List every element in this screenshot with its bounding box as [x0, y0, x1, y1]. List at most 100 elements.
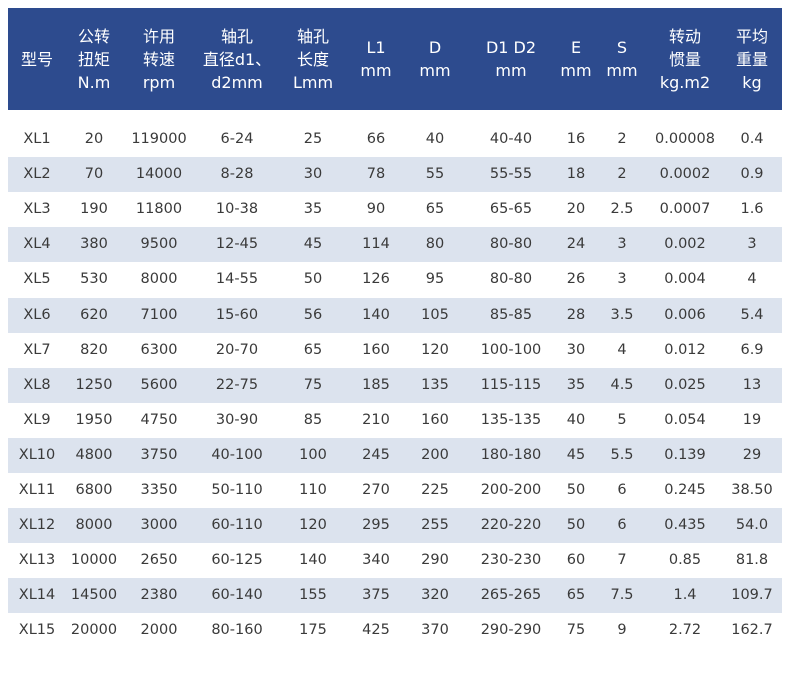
table-cell: 3.5 [610, 306, 634, 323]
table-cell: XL11 [18, 482, 56, 498]
header-text: 重量 [735, 49, 768, 69]
header-cell: 型号 [8, 8, 66, 110]
table-cell: 295 [362, 517, 390, 534]
table-cell: 50-110 [211, 482, 263, 498]
header-text: 平均 [735, 26, 768, 46]
header-text: 扭矩 [77, 49, 110, 69]
table-cell: 65 [303, 341, 323, 358]
table-cell: 20000 [70, 622, 118, 639]
table-cell: 66 [366, 131, 386, 147]
header-text: 公转 [77, 26, 110, 46]
table-cell: 370 [421, 622, 449, 639]
table-cell: 2000 [140, 622, 178, 639]
header-cell: 许用 转速 rpm [122, 8, 196, 110]
table-cell: 2 [617, 131, 627, 147]
header-cell: L1 mm [348, 8, 404, 110]
table-cell: 5 [617, 411, 627, 428]
table-cell: 56 [303, 306, 323, 323]
table-cell: 1.6 [740, 201, 764, 218]
table-cell: 220-220 [480, 517, 542, 534]
table-cell: 80-80 [489, 236, 533, 253]
table-cell: 8000 [140, 271, 178, 288]
table-cell: 80 [425, 236, 445, 253]
table-cell: 20 [84, 131, 104, 147]
table-cell: 30-90 [215, 411, 259, 428]
table-cell: 265-265 [480, 587, 542, 604]
table-cell: 8-28 [220, 166, 254, 183]
table-cell: 119000 [131, 131, 187, 147]
table-cell: 4800 [75, 446, 113, 463]
table-cell: 60-125 [211, 552, 263, 569]
table-cell: 5600 [140, 376, 178, 393]
table-cell: 2.5 [610, 201, 634, 218]
table-row: XL12 8000 3000 60-110 120 295 255 220-220 50 6 0.4… [8, 508, 782, 544]
header-text: E [570, 38, 582, 57]
table-cell: 7.5 [610, 587, 634, 604]
table-cell: XL10 [18, 446, 56, 463]
table-cell: 160 [421, 411, 449, 428]
header-text: mm [419, 61, 451, 80]
table-cell: 109.7 [731, 587, 773, 604]
table-cell: 13 [742, 376, 762, 393]
table-cell: 100 [299, 446, 327, 463]
table-row: XL5 530 8000 14-55 50 126 95 80-80 26 3 0.004 4 [8, 262, 782, 297]
table-cell: 29 [742, 446, 762, 463]
table-cell: 90 [366, 201, 386, 218]
table-cell: 75 [303, 376, 323, 393]
table-cell: 3000 [140, 517, 178, 534]
table-cell: 160 [362, 341, 390, 358]
table-cell: 140 [362, 306, 390, 323]
table-cell: 320 [421, 587, 449, 604]
header-text: 转动 [668, 26, 701, 46]
table-cell: 30 [566, 341, 586, 358]
table-cell: 0.002 [664, 236, 706, 253]
table-row: XL11 6800 3350 50-110 110 270 225 200-200 50 6 0.2… [8, 473, 782, 508]
table-cell: 6300 [140, 341, 178, 358]
table-row: XL13 10000 2650 60-125 140 340 290 230-230 60 7 0.… [8, 543, 782, 578]
table-cell: XL15 [18, 622, 56, 639]
table-cell: 290-290 [480, 622, 542, 639]
table-cell: XL4 [23, 236, 51, 253]
table-cell: 270 [362, 482, 390, 498]
table-cell: 75 [566, 622, 586, 639]
table-cell: 1250 [75, 376, 113, 393]
table-cell: 4750 [140, 411, 178, 428]
table-cell: 5.5 [610, 446, 634, 463]
table-cell: 245 [362, 446, 390, 463]
table-row: XL10 4800 3750 40-100 100 245 200 180-180 45 5.5 0… [8, 437, 782, 473]
table-cell: 2380 [140, 587, 178, 604]
table-cell: 0.435 [664, 517, 706, 534]
table-cell: 7 [617, 552, 627, 569]
table-cell: 45 [566, 446, 586, 463]
table-cell: 10-38 [215, 201, 259, 218]
header-text: d2mm [211, 72, 263, 92]
table-cell: 30 [303, 166, 323, 183]
table-cell: 24 [566, 236, 586, 253]
table-cell: XL7 [23, 341, 51, 358]
table-cell: 820 [80, 341, 108, 358]
header-text: S [616, 38, 628, 57]
table-cell: 14-55 [215, 271, 259, 288]
table-cell: 50 [303, 271, 323, 288]
table-cell: 10000 [70, 552, 118, 569]
table-cell: 380 [80, 236, 108, 253]
table-cell: 50 [566, 482, 586, 498]
table-row: XL9 1950 4750 30-90 85 210 160 135-135 40 5 0.054 1… [8, 403, 782, 438]
table-cell: 60-110 [211, 517, 263, 534]
table-cell: 210 [362, 411, 390, 428]
table-cell: 4.5 [610, 376, 634, 393]
table-cell: XL6 [23, 306, 51, 323]
table-cell: 290 [421, 552, 449, 569]
table-cell: 20 [566, 201, 586, 218]
table-cell: 35 [303, 201, 323, 218]
table-cell: 425 [362, 622, 390, 639]
table-cell: 3750 [140, 446, 178, 463]
table-cell: 55-55 [489, 166, 533, 183]
header-text: 轴孔 [296, 26, 329, 46]
table-cell: XL3 [23, 201, 51, 218]
table-cell: 80-80 [489, 271, 533, 288]
table-cell: 19 [742, 411, 762, 428]
header-text: 长度 [296, 49, 329, 69]
table-cell: 126 [362, 271, 390, 288]
